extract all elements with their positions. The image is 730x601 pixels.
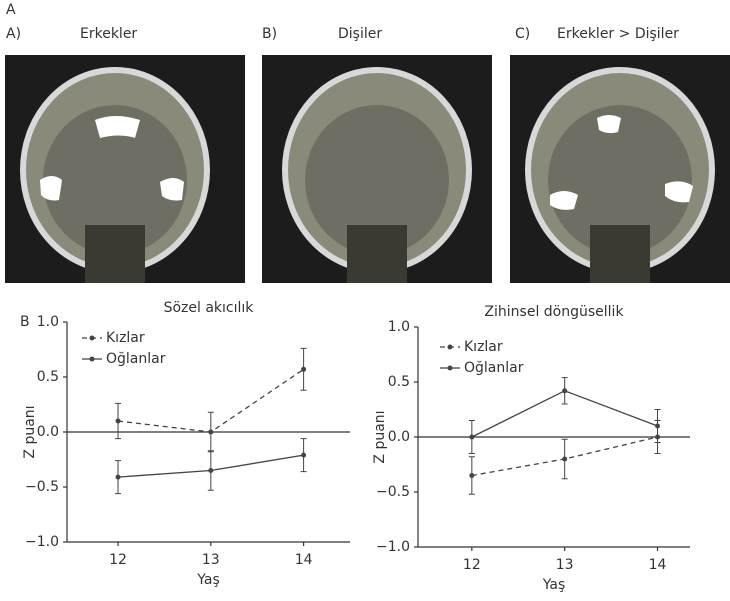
legend-marker bbox=[90, 357, 95, 362]
legend-label: Oğlanlar bbox=[464, 360, 524, 376]
point bbox=[116, 419, 121, 424]
panel-label: C) bbox=[515, 26, 530, 42]
point bbox=[301, 453, 306, 458]
brain-scan bbox=[5, 55, 245, 283]
y-tick-label: 1.0 bbox=[388, 319, 410, 335]
y-axis-label: Z puanı bbox=[22, 405, 38, 458]
panel-label: B) bbox=[262, 26, 277, 42]
brain-scan bbox=[510, 55, 730, 283]
legend-marker bbox=[448, 345, 453, 350]
y-tick-label: 0.0 bbox=[388, 429, 410, 445]
x-tick-label: 14 bbox=[295, 552, 313, 568]
y-tick-label: −1.0 bbox=[25, 534, 59, 550]
point bbox=[655, 424, 660, 429]
y-tick-label: −0.5 bbox=[25, 479, 59, 495]
chart-title: Sözel akıcılık bbox=[164, 300, 255, 316]
legend-label: Oğlanlar bbox=[106, 351, 166, 367]
point bbox=[469, 473, 474, 478]
y-tick-label: 0.0 bbox=[37, 424, 59, 440]
panel-label: A bbox=[6, 2, 16, 18]
x-tick-label: 12 bbox=[109, 552, 127, 568]
x-tick-label: 12 bbox=[463, 557, 481, 573]
x-axis-label: Yaş bbox=[196, 572, 220, 588]
point bbox=[562, 388, 567, 393]
panel-label: A) bbox=[6, 26, 21, 42]
y-tick-label: 0.5 bbox=[37, 369, 59, 385]
point bbox=[208, 430, 213, 435]
panel-caption: Erkekler bbox=[80, 26, 137, 42]
point bbox=[469, 435, 474, 440]
legend-marker bbox=[448, 366, 453, 371]
panel-label: B bbox=[20, 314, 30, 330]
point bbox=[301, 367, 306, 372]
legend-label: Kızlar bbox=[106, 330, 145, 346]
brain-scan bbox=[262, 55, 492, 283]
point bbox=[116, 475, 121, 480]
point bbox=[208, 468, 213, 473]
x-tick-label: 14 bbox=[649, 557, 667, 573]
panel-caption: Erkekler > Dişiler bbox=[557, 26, 679, 42]
panel-caption: Dişiler bbox=[338, 26, 382, 42]
legend-marker bbox=[90, 336, 95, 341]
point bbox=[562, 457, 567, 462]
chart-title: Zihinsel döngüsellik bbox=[484, 304, 624, 320]
y-tick-label: −1.0 bbox=[376, 539, 410, 555]
y-tick-label: 0.5 bbox=[388, 374, 410, 390]
brain-images bbox=[5, 55, 730, 283]
x-tick-label: 13 bbox=[202, 552, 220, 568]
y-tick-label: −0.5 bbox=[376, 484, 410, 500]
legend-label: Kızlar bbox=[464, 339, 503, 355]
x-axis-label: Yaş bbox=[542, 577, 566, 593]
x-tick-label: 13 bbox=[556, 557, 574, 573]
y-axis-label: Z puanı bbox=[372, 410, 388, 463]
y-tick-label: 1.0 bbox=[37, 314, 59, 330]
figure: A A) Erkekler B) Dişiler C) Erkekler > D… bbox=[0, 0, 730, 597]
